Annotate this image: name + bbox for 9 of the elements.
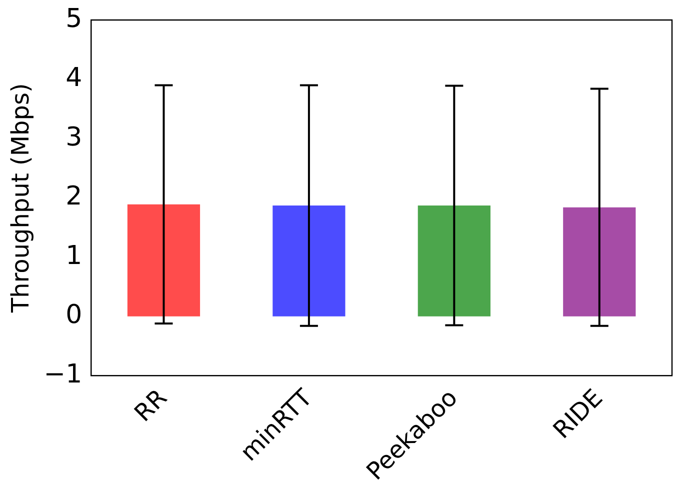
y-tick-label: 5 <box>66 4 82 34</box>
y-axis-title: Throughput (Mbps) <box>6 83 35 314</box>
y-tick-label: 3 <box>66 122 82 152</box>
y-tick-label: 1 <box>66 240 82 271</box>
y-tick-label: −1 <box>44 359 82 390</box>
y-tick-label: 0 <box>66 300 82 330</box>
y-tick-label: 2 <box>66 182 82 212</box>
x-tick-label: RR <box>129 384 172 428</box>
y-tick-label: 4 <box>66 63 82 94</box>
